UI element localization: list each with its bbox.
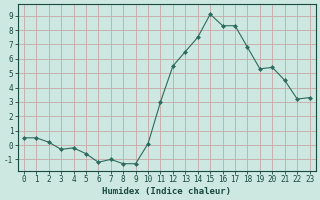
X-axis label: Humidex (Indice chaleur): Humidex (Indice chaleur) [102, 187, 231, 196]
